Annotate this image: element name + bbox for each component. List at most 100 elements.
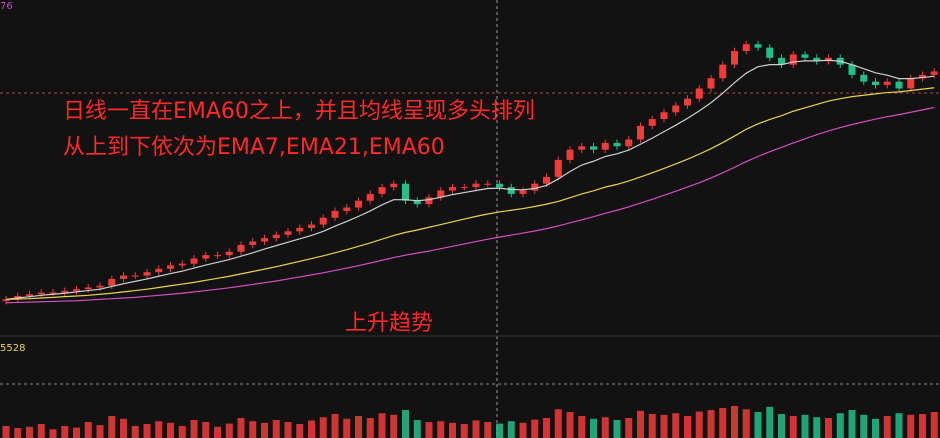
candle-body <box>590 146 597 150</box>
candle-body <box>319 217 327 225</box>
candle-body <box>472 183 480 188</box>
volume-bar <box>73 427 80 438</box>
candle-body <box>190 258 198 264</box>
annotation: 日线一直在EMA60之上，并且均线呈现多头排列 <box>63 99 535 124</box>
volume-bar <box>778 414 785 438</box>
volume-bar <box>355 416 362 438</box>
volume-bar <box>214 426 221 438</box>
candle-body <box>355 200 362 208</box>
volume-bar <box>61 426 69 438</box>
volume-bar <box>202 422 210 438</box>
volume-bar <box>613 420 621 438</box>
volume-bar <box>578 416 586 438</box>
candle-body <box>84 287 92 290</box>
candle-body <box>789 54 797 65</box>
candle-body <box>566 149 574 160</box>
volume-bar <box>296 424 304 438</box>
volume-bar <box>437 421 445 438</box>
volume-bar <box>601 417 609 438</box>
candle-body <box>660 112 668 120</box>
candle-body <box>919 74 926 79</box>
volume-bar <box>120 418 127 438</box>
candle-body <box>378 187 386 194</box>
volume-bar <box>648 414 656 438</box>
candle-body <box>672 105 680 113</box>
volume-bar <box>96 425 104 438</box>
candle-body <box>237 244 245 252</box>
candle-body <box>49 292 57 294</box>
candle-body <box>296 227 304 232</box>
candle-body <box>484 183 492 185</box>
candle-body <box>61 290 69 293</box>
candle-body <box>766 47 774 58</box>
candle-body <box>413 200 421 205</box>
candle-body <box>625 139 633 147</box>
volume-bar <box>625 418 633 438</box>
volume-bar <box>284 422 292 438</box>
volume-bar <box>907 414 915 438</box>
candle-body <box>178 263 186 266</box>
candle-body <box>2 299 10 302</box>
volume-bar <box>108 416 116 438</box>
volume-bar <box>26 426 33 438</box>
volume-bar <box>566 412 574 438</box>
volume-bar <box>672 413 680 438</box>
candle-body <box>73 289 80 291</box>
marks <box>2 40 938 438</box>
candle-body <box>308 224 315 228</box>
candle-body <box>155 268 163 273</box>
candle-body <box>578 146 586 150</box>
candle-body <box>907 78 915 89</box>
candle-body <box>554 159 562 177</box>
candle-body <box>272 234 280 239</box>
candle-body <box>531 183 539 191</box>
candle-body <box>143 272 151 276</box>
candle-body <box>37 292 45 295</box>
candle-body <box>813 57 821 62</box>
volume-bar <box>695 411 703 438</box>
candle-body <box>96 285 104 288</box>
volume-bar <box>261 422 268 438</box>
volume-bar <box>272 420 280 438</box>
volume-bar <box>343 418 351 438</box>
volume-bar <box>308 420 315 438</box>
candle-body <box>261 238 268 242</box>
candle-body <box>848 64 856 75</box>
volume-bar <box>637 410 644 438</box>
volume-bar <box>49 429 57 438</box>
candle-body <box>366 193 374 201</box>
volume-bar <box>860 414 868 438</box>
volume-bar <box>378 413 386 438</box>
candle-body <box>778 57 785 65</box>
volume-bar <box>754 412 762 438</box>
candle-body <box>719 64 727 79</box>
candle-body <box>742 44 750 52</box>
volume-bar <box>789 416 797 438</box>
candle-body <box>648 119 656 126</box>
volume-label: 5528 <box>0 343 25 354</box>
volume-bar <box>554 409 562 438</box>
volume-bar <box>402 410 409 438</box>
volume-bar <box>319 417 327 438</box>
candle-body <box>496 183 503 188</box>
volume-bar <box>919 414 926 438</box>
candle-body <box>425 197 433 205</box>
candle-body <box>225 251 233 256</box>
volume-bar <box>883 416 891 438</box>
volume-bar <box>237 418 245 438</box>
volume-bar <box>390 414 398 438</box>
volume-bar <box>531 419 539 438</box>
volume-bar <box>178 426 186 438</box>
candle-body <box>695 88 703 99</box>
candle-body <box>437 190 445 198</box>
volume-bar <box>801 414 809 438</box>
volume-bar <box>460 424 468 438</box>
volume-bar <box>590 418 597 438</box>
volume-bar <box>331 414 339 438</box>
volume-bar <box>848 410 856 438</box>
volume-bar <box>167 422 174 438</box>
candle-body <box>390 183 398 188</box>
candle-body <box>930 71 938 75</box>
volume-bar <box>660 414 668 438</box>
volume-bar <box>519 422 527 438</box>
